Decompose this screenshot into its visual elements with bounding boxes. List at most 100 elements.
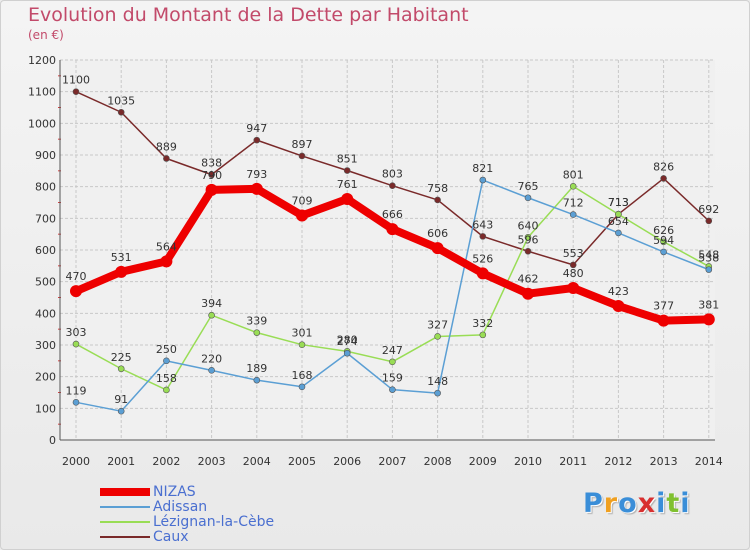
data-label: 538 <box>698 252 719 265</box>
data-point <box>163 357 170 365</box>
data-point <box>72 399 80 406</box>
x-tick-label: 2009 <box>469 455 497 468</box>
x-tick-label: 2004 <box>243 455 271 468</box>
legend-item: NIZAS <box>100 484 360 500</box>
data-point <box>660 175 667 182</box>
data-label: 274 <box>337 335 358 348</box>
data-point <box>389 358 396 366</box>
x-tick-label: 2006 <box>333 455 361 468</box>
data-label: 280 <box>337 333 358 346</box>
legend: NIZAS Adissan Lézignan-la-Cèbe Caux <box>100 484 360 545</box>
legend-swatch <box>100 521 150 523</box>
data-point <box>434 196 441 204</box>
data-label: 158 <box>156 372 177 385</box>
data-point <box>615 229 622 237</box>
data-point <box>522 287 534 300</box>
legend-label: Lézignan-la-Cèbe <box>153 514 275 530</box>
axes: 0 100 200 300 400 500 600 700 800 900 1000 1100 1200… <box>28 54 723 468</box>
x-tick-label: 2001 <box>107 455 135 468</box>
x-tick-label: 2002 <box>152 455 180 468</box>
data-label: 423 <box>608 285 629 298</box>
logo-letter: x <box>637 488 657 519</box>
data-point <box>298 383 306 391</box>
data-label: 553 <box>563 247 584 260</box>
data-label: 303 <box>66 326 87 339</box>
data-label: 640 <box>518 219 539 232</box>
data-point <box>253 136 261 144</box>
data-point <box>389 182 396 190</box>
y-tick-label: 500 <box>35 276 56 289</box>
data-label: 654 <box>608 215 629 228</box>
data-labels: 470 531 564 790 793 709 761 666 606 526 462 480 423 3… <box>62 74 719 407</box>
data-label: 148 <box>427 375 448 388</box>
chart-title: Evolution du Montant de la Dette par Hab… <box>28 4 469 26</box>
data-point <box>615 210 622 218</box>
data-point <box>208 311 215 319</box>
data-point <box>569 183 577 190</box>
data-label: 761 <box>337 178 358 191</box>
data-point <box>208 367 215 374</box>
data-point <box>205 183 218 196</box>
data-point <box>163 155 170 162</box>
x-tick-label: 2008 <box>424 455 452 468</box>
data-point <box>253 376 261 384</box>
y-tick-label: 1100 <box>28 86 56 99</box>
data-label: 381 <box>698 298 719 311</box>
data-label: 821 <box>472 162 493 175</box>
logo-letter: P <box>583 488 604 519</box>
data-point <box>115 265 128 278</box>
data-label: 713 <box>608 196 629 209</box>
data-label: 666 <box>382 208 403 221</box>
data-label: 793 <box>246 168 267 181</box>
logo-letter: i <box>680 488 691 519</box>
data-point <box>567 282 580 294</box>
y-tick-label: 100 <box>35 402 56 415</box>
data-label: 765 <box>518 180 539 193</box>
data-point <box>70 285 82 298</box>
data-point <box>160 255 173 268</box>
x-tick-label: 2000 <box>62 455 90 468</box>
data-point <box>208 171 215 178</box>
data-label: 712 <box>563 197 584 210</box>
data-label: 826 <box>653 160 674 173</box>
data-label: 594 <box>653 234 674 247</box>
data-point <box>479 331 487 339</box>
data-point <box>117 108 125 116</box>
series-lines <box>70 88 715 415</box>
data-point <box>434 389 441 397</box>
data-label: 332 <box>472 317 493 330</box>
grid <box>60 59 715 441</box>
data-point <box>479 233 487 240</box>
data-point <box>702 313 715 326</box>
legend-item: Caux <box>100 529 360 545</box>
data-point <box>569 261 577 269</box>
data-point <box>524 234 532 241</box>
x-tick-label: 2003 <box>198 455 226 468</box>
y-tick-label: 800 <box>35 181 56 194</box>
data-label: 564 <box>156 240 177 253</box>
data-point <box>389 386 396 393</box>
data-point <box>386 223 399 236</box>
data-point <box>253 329 261 336</box>
legend-swatch <box>100 488 150 496</box>
data-label: 250 <box>156 343 177 356</box>
data-point <box>117 365 125 373</box>
data-label: 339 <box>246 315 267 328</box>
data-point <box>705 217 713 225</box>
data-label: 168 <box>292 369 313 382</box>
data-label: 790 <box>201 169 222 182</box>
data-label: 225 <box>111 351 132 364</box>
data-label: 377 <box>653 300 674 313</box>
legend-label: Caux <box>153 529 189 545</box>
chart-unit-label: (en €) <box>28 28 64 42</box>
data-point <box>343 167 351 174</box>
legend-item: Lézignan-la-Cèbe <box>100 514 360 530</box>
data-point <box>524 194 532 202</box>
x-tick-label: 2011 <box>559 455 587 468</box>
data-point <box>296 209 308 222</box>
data-label: 470 <box>66 270 87 283</box>
logo-letter: o <box>618 488 638 519</box>
y-tick-label: 400 <box>35 307 56 320</box>
legend-swatch <box>100 536 150 538</box>
legend-swatch <box>100 506 150 508</box>
